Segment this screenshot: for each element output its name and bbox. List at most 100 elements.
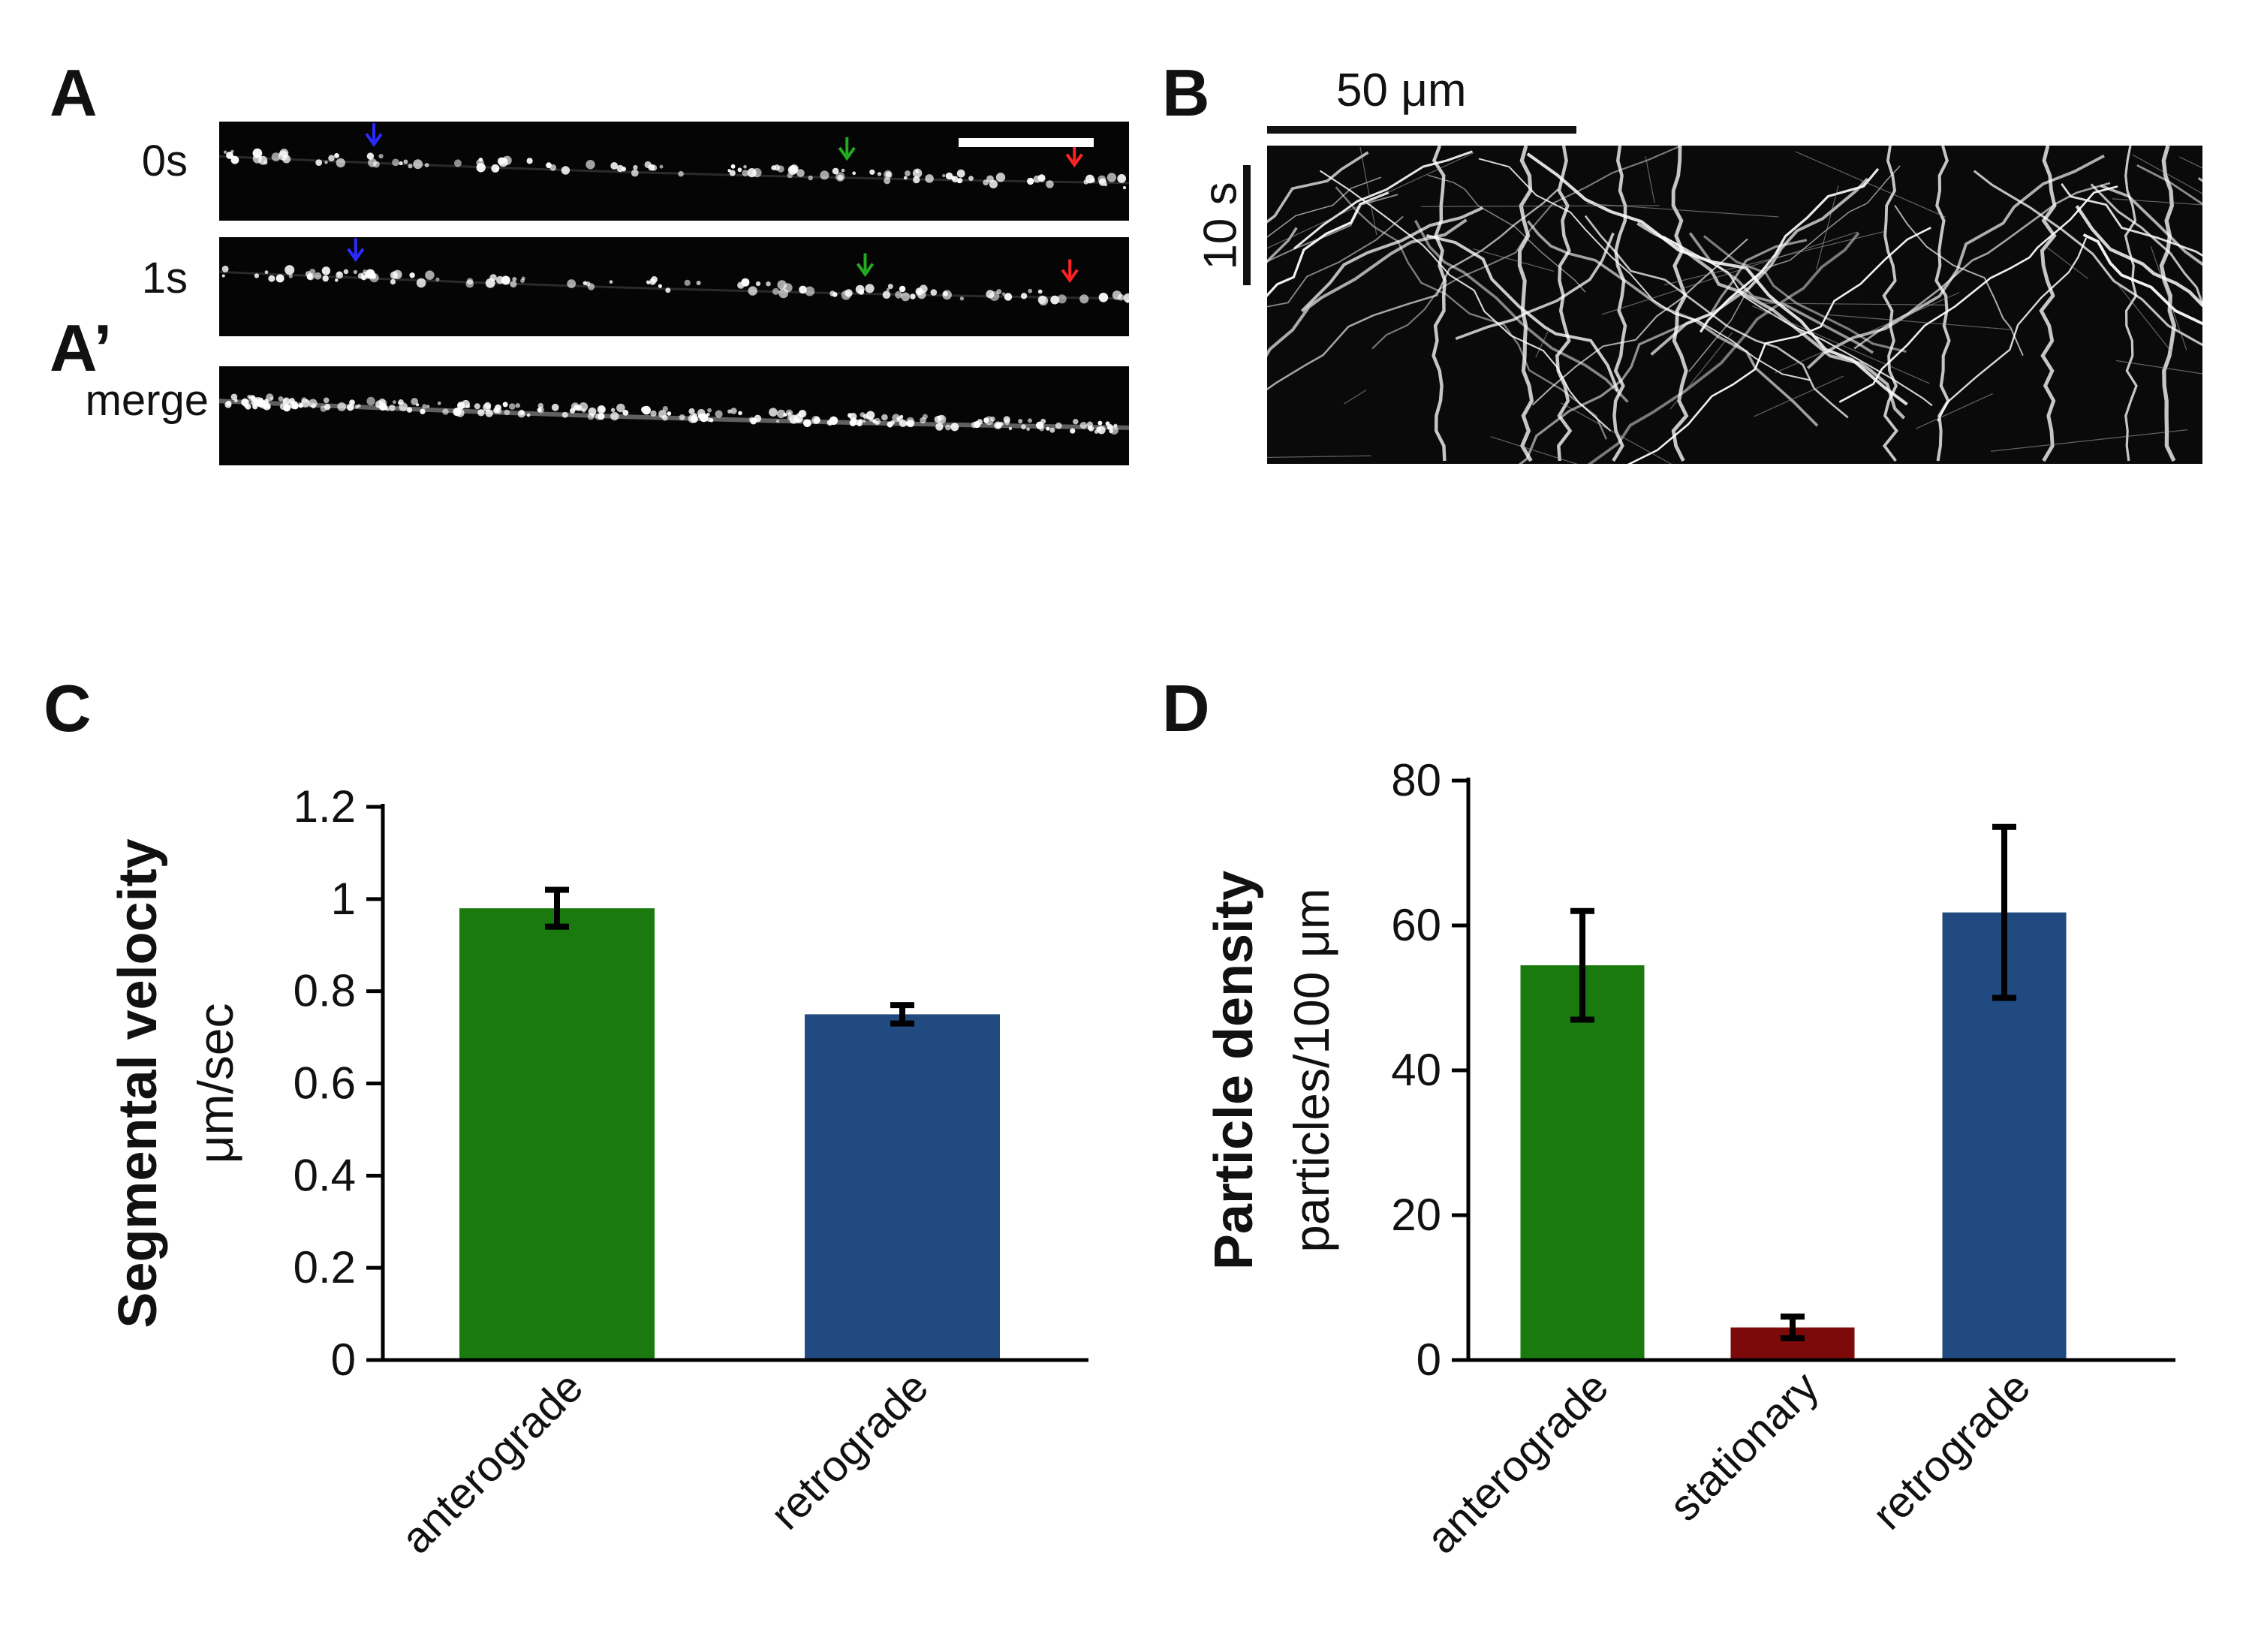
kymograph-track bbox=[2061, 182, 2202, 257]
error-bar-anterograde bbox=[545, 886, 569, 930]
kymograph-track bbox=[1359, 147, 1377, 236]
vesicle-spot bbox=[1004, 293, 1013, 301]
kymograph-track bbox=[2150, 246, 2187, 351]
vesicle-spot bbox=[378, 154, 384, 159]
vesicle-spot bbox=[442, 408, 449, 415]
vesicle-spot bbox=[453, 408, 462, 417]
kymograph-track bbox=[1267, 176, 1382, 238]
vesicle-spot bbox=[1070, 428, 1076, 434]
vesicle-spot bbox=[282, 155, 291, 164]
vesicle-spot bbox=[322, 275, 329, 282]
kymograph-track bbox=[1267, 191, 1389, 297]
vesicle-spot bbox=[1098, 293, 1109, 302]
vesicle-spot bbox=[678, 170, 684, 177]
panel-label-a: A bbox=[50, 56, 98, 130]
vesicle-spot bbox=[1123, 293, 1129, 303]
vesicle-spot bbox=[665, 287, 671, 293]
category-label: retrograde bbox=[1863, 1362, 2040, 1539]
vesicle-spot bbox=[520, 278, 525, 283]
kymograph-track bbox=[1627, 227, 1931, 464]
vesicle-spot bbox=[650, 410, 657, 417]
vesicle-spot bbox=[895, 290, 903, 299]
vesicle-spot bbox=[349, 399, 355, 406]
vesicle-spot bbox=[408, 164, 413, 169]
arrow-marker bbox=[856, 253, 875, 277]
vesicle-spot bbox=[1088, 426, 1092, 430]
vesicle-spot bbox=[485, 409, 493, 417]
vesicle-spot bbox=[489, 274, 497, 281]
vesicle-spot bbox=[309, 399, 318, 408]
vesicle-spot bbox=[1094, 429, 1099, 434]
vesicle-spot bbox=[610, 408, 616, 413]
y-tick-label: 1 bbox=[331, 874, 356, 924]
kymograph-track bbox=[1612, 146, 1627, 462]
vesicle-spot bbox=[1028, 288, 1033, 293]
kymograph-track bbox=[1806, 154, 2105, 369]
vesicle-spot bbox=[622, 410, 629, 416]
kymograph-track bbox=[1990, 429, 2188, 452]
kymograph-track bbox=[1531, 238, 1748, 406]
vesicle-spot bbox=[495, 404, 501, 411]
vesicle-spot bbox=[399, 161, 403, 166]
vesicle-spot bbox=[476, 163, 486, 173]
vesicle-spot bbox=[399, 402, 408, 411]
vesicle-spot bbox=[730, 164, 736, 169]
kymograph-track bbox=[1757, 302, 1949, 305]
vesicle-spot bbox=[892, 414, 901, 423]
vesicle-spot bbox=[254, 273, 260, 278]
y-axis-title: Particle density bbox=[1204, 871, 1264, 1270]
error-bar-anterograde bbox=[1570, 907, 1594, 1023]
vesicle-spot bbox=[771, 165, 776, 170]
kymograph-track bbox=[1427, 174, 1586, 293]
kymograph-track bbox=[1816, 185, 1839, 270]
vesicle-spot bbox=[641, 406, 648, 414]
vesicle-spot bbox=[748, 286, 757, 296]
vesicle-spot bbox=[588, 407, 597, 416]
vesicle-spot bbox=[283, 399, 287, 402]
vesicle-spot bbox=[393, 400, 396, 405]
vesicle-spot bbox=[221, 265, 229, 272]
vesicle-spot bbox=[995, 173, 1006, 182]
category-label: anterograde bbox=[392, 1362, 592, 1563]
vesicle-spot bbox=[268, 275, 275, 282]
vesicle-spot bbox=[241, 398, 249, 407]
vesicle-spot bbox=[826, 420, 833, 426]
vesicle-spot bbox=[424, 163, 429, 167]
kymograph-track bbox=[1473, 248, 1555, 272]
kymograph-track bbox=[1535, 331, 1549, 358]
vesicle-spot bbox=[1106, 173, 1117, 182]
vesicle-spot bbox=[551, 403, 559, 411]
vesicle-spot bbox=[659, 164, 664, 169]
error-bar-retrograde bbox=[890, 1002, 914, 1027]
vesicle-spot bbox=[945, 424, 951, 431]
vesicle-spot bbox=[375, 400, 384, 408]
kymograph-track bbox=[1775, 292, 1960, 374]
vesicle-spot bbox=[336, 271, 344, 279]
vesicle-spot bbox=[504, 409, 510, 416]
vesicle-spot bbox=[285, 265, 295, 275]
vesicle-spot bbox=[989, 179, 998, 188]
frame-label-1s: 1s bbox=[141, 254, 188, 302]
vesicle-spot bbox=[1097, 175, 1106, 184]
vesicle-spot bbox=[581, 408, 586, 413]
kymograph-track bbox=[1344, 390, 1367, 405]
kymograph-track bbox=[1645, 156, 1655, 203]
y-tick-label: 0 bbox=[331, 1335, 356, 1385]
vesicle-spot bbox=[567, 279, 577, 288]
kymograph-track bbox=[2124, 146, 2138, 462]
vesicle-spot bbox=[1079, 294, 1089, 304]
kymograph-track bbox=[1699, 167, 1880, 333]
kymograph-scale-label-x: 50 μm bbox=[1336, 65, 1467, 116]
kymograph-track bbox=[1267, 151, 1369, 224]
vesicle-spot bbox=[233, 399, 238, 403]
vesicle-spot bbox=[366, 396, 375, 406]
vesicle-spot bbox=[855, 284, 865, 294]
vesicle-spot bbox=[658, 410, 667, 418]
error-bar-stationary bbox=[1781, 1313, 1805, 1342]
vesicle-spot bbox=[968, 176, 974, 181]
vesicle-spot bbox=[886, 288, 890, 291]
vesicle-spot bbox=[579, 402, 589, 411]
vesicle-spot bbox=[707, 408, 712, 413]
vesicle-spot bbox=[1046, 180, 1054, 188]
panel-label-b: B bbox=[1162, 56, 1210, 130]
